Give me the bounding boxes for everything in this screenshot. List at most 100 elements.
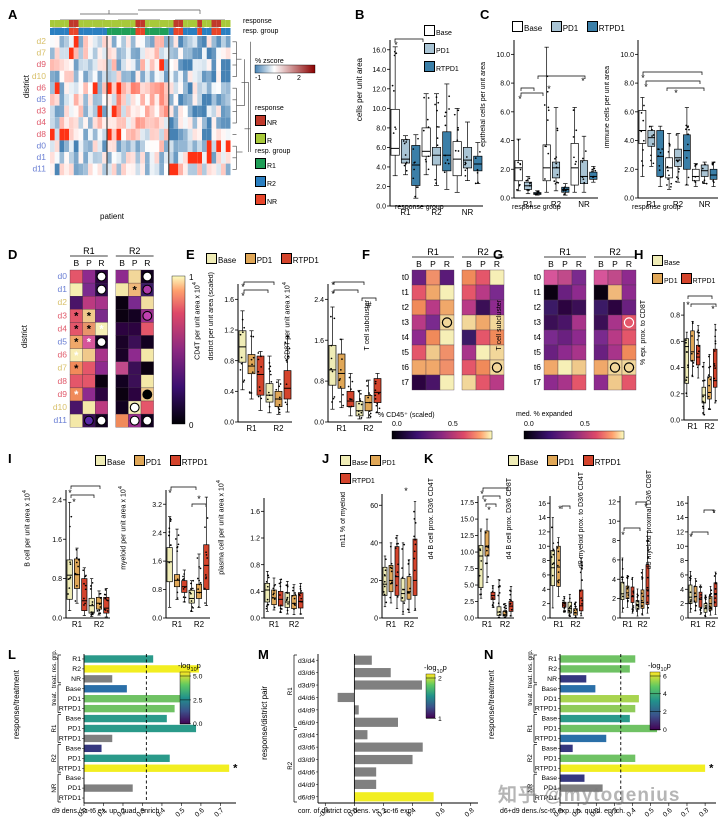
zscore-tick-0: -1	[255, 75, 262, 82]
panel-a-response-legend: response NR R	[255, 105, 284, 148]
highlight-circle	[142, 389, 153, 400]
y-tick-label: 20	[370, 578, 378, 585]
bar	[354, 779, 377, 789]
heatmap-cell	[149, 105, 155, 118]
data-point	[415, 186, 418, 189]
panel-d-cell	[69, 269, 83, 284]
row-label: t3	[534, 317, 541, 327]
heatmap-cell	[140, 117, 145, 129]
data-point	[708, 366, 710, 369]
heatmap-cell	[140, 70, 145, 83]
x-tick-label: 0.0	[553, 807, 565, 819]
data-point	[395, 128, 397, 130]
data-point	[699, 608, 702, 611]
bar	[560, 734, 607, 743]
heatmap-cell	[225, 59, 231, 71]
data-point	[637, 594, 639, 597]
bar	[354, 680, 422, 690]
y-tick-label: 0.8	[152, 587, 162, 594]
col-label: R	[626, 259, 632, 269]
heatmap-cell	[102, 140, 107, 152]
heatmap-cell	[168, 36, 174, 48]
data-point	[700, 596, 703, 599]
bar-label: PD1	[68, 755, 81, 762]
data-point	[556, 181, 558, 184]
respgroup-annot-cell	[88, 28, 93, 35]
heatmap-cell	[206, 70, 212, 83]
heatmap-cell	[83, 117, 88, 129]
panel-l-chart: R1 R2 NR Base PD1 RTPD1 Base PD1 RTPD1 Base PD1 RTP…	[24, 648, 240, 823]
y-tick-label: 0.0	[464, 616, 474, 623]
data-point	[403, 164, 406, 167]
y-tick-label: 0.8	[224, 358, 234, 365]
heat-cell	[571, 269, 587, 286]
x-tick-label: 0.6	[194, 807, 206, 819]
data-point	[557, 581, 560, 584]
data-point	[685, 392, 688, 395]
data-point	[392, 132, 395, 134]
heatmap-cell	[111, 82, 117, 94]
data-point	[497, 594, 500, 597]
legend-base-label-j: Base	[352, 460, 368, 467]
data-point	[621, 568, 624, 570]
data-point	[686, 143, 689, 146]
data-point	[390, 570, 393, 573]
heatmap-cell	[202, 94, 207, 106]
data-point	[199, 581, 202, 584]
panel-d-cell	[115, 413, 129, 428]
heat-cell	[593, 344, 609, 361]
data-point	[702, 181, 704, 183]
data-point	[280, 604, 282, 607]
heatmap-cell	[192, 163, 198, 176]
data-point	[358, 402, 360, 405]
data-point	[390, 562, 393, 565]
panel-d-cell	[128, 296, 142, 310]
group-label: R1	[527, 724, 534, 732]
highlight-circle	[96, 271, 107, 282]
heat-cell	[621, 269, 637, 286]
heatmap-cell	[140, 163, 145, 176]
data-point	[697, 350, 700, 353]
y-tick-label: 8	[680, 558, 684, 565]
data-point	[667, 169, 669, 172]
data-point	[77, 565, 79, 568]
colorbar	[649, 671, 661, 731]
data-point	[668, 143, 671, 146]
bar	[84, 655, 154, 663]
panel-d-row-label: d4	[58, 323, 68, 333]
sig-bracket	[243, 281, 275, 285]
sig-bracket	[485, 503, 497, 507]
panel-b-plot: 0.0 2.0 4.0 6.0 8.0 10.0 12.0 14.0 16.0 R1 R2 NR *	[360, 18, 485, 228]
data-point	[694, 165, 696, 167]
data-point	[330, 315, 332, 318]
panel-n-label: N	[484, 647, 494, 662]
heatmap-cell	[225, 163, 231, 176]
data-point	[661, 175, 664, 178]
data-point	[525, 179, 528, 182]
data-point	[642, 595, 644, 598]
heatmap-cell	[69, 70, 74, 83]
sig-bracket	[691, 531, 709, 535]
respgroup-nr-label: NR	[267, 199, 278, 206]
data-point	[547, 152, 550, 155]
data-point	[274, 583, 277, 586]
bar-label: PD1	[68, 726, 81, 733]
box	[502, 611, 508, 617]
data-point	[273, 606, 276, 609]
data-point	[646, 540, 648, 542]
panel-d-row-label: d9	[58, 389, 68, 399]
sig-star: *	[394, 40, 398, 50]
heatmap-cell	[216, 152, 221, 164]
sig-bracket	[623, 527, 641, 531]
panel-d-cell	[69, 400, 83, 415]
col-label: R	[494, 259, 500, 269]
data-point	[661, 148, 664, 150]
data-point	[704, 598, 707, 601]
data-point	[558, 559, 560, 562]
data-point	[632, 592, 635, 594]
heatmap-cell	[73, 59, 79, 71]
response-annot-cell	[183, 20, 188, 27]
y-tick-label: 6.0	[500, 109, 510, 116]
data-point	[76, 585, 78, 587]
